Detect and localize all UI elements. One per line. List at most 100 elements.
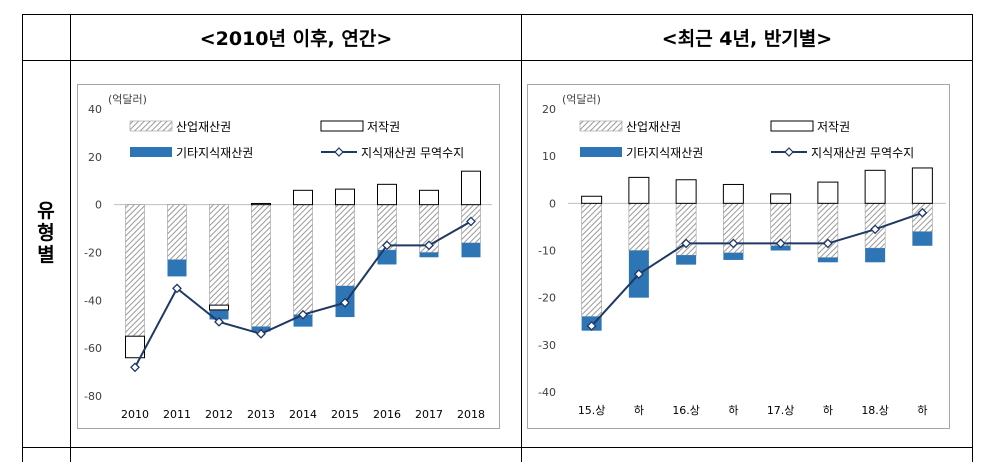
bar-copyright	[722, 183, 744, 204]
table-top-border	[22, 14, 973, 15]
y-tick-label: -10	[538, 245, 556, 258]
half-year-chart-frame: (억달러) -40 -30 -20 -10 0 10 20 15.상 하 16.상 하 17.상 하 18.…	[527, 84, 950, 429]
bar-industrial-property	[817, 203, 839, 258]
bar-copyright	[377, 183, 397, 206]
bar-industrial-property	[581, 203, 602, 317]
bar-copyright	[817, 181, 839, 204]
header-annual: <2010년 이후, 연간>	[199, 27, 393, 50]
bar-copyright	[770, 193, 792, 204]
legend-swatch-other-ip	[580, 147, 622, 157]
y-tick-label: -20	[84, 247, 102, 260]
legend-swatch-industrial	[129, 120, 173, 132]
x-tick-label: 하	[634, 403, 644, 417]
y-tick-label: -40	[538, 386, 556, 399]
half-year-chart: (억달러) -40 -30 -20 -10 0 10 20 15.상 하 16.상 하 17.상 하 18.…	[538, 93, 946, 417]
balance-point	[633, 269, 644, 280]
x-tick-label: 2011	[163, 408, 191, 421]
bar-other-ip	[419, 252, 439, 258]
x-tick-label: 2015	[331, 408, 359, 421]
bar-industrial-property	[125, 204, 145, 337]
x-tick-label: 2014	[289, 408, 317, 421]
bar-industrial-property	[167, 204, 187, 260]
balance-point	[382, 240, 392, 251]
balance-point	[256, 328, 266, 339]
x-tick-label: 하	[823, 403, 833, 417]
y-tick-label: 20	[88, 151, 102, 164]
annual-chart: (억달러) -80 -60 -40 -20 0 20 40 2010 2011 2012 2013 20…	[84, 93, 492, 421]
x-tick-label: 17.상	[767, 404, 795, 417]
y-tick-label: 0	[95, 199, 102, 212]
x-tick-label: 2018	[457, 408, 485, 421]
header-half-year: <최근 4년, 반기별>	[661, 27, 833, 50]
bar-other-ip	[461, 242, 481, 258]
unit-label: (억달러)	[108, 93, 147, 106]
middle-column-divider	[521, 14, 522, 462]
bar-industrial-property	[251, 204, 271, 327]
bar-copyright	[675, 179, 697, 204]
x-tick-label: 2016	[373, 408, 401, 421]
y-tick-label: 40	[88, 103, 102, 116]
x-tick-label: 하	[728, 403, 738, 417]
bar-copyright	[461, 170, 481, 206]
y-tick-label: 20	[542, 103, 556, 116]
balance-line	[590, 211, 923, 327]
balance-point	[172, 283, 182, 294]
balance-point	[586, 321, 597, 331]
bar-industrial-property	[628, 203, 650, 251]
balance-point	[917, 207, 928, 218]
bar-other-ip	[817, 257, 838, 263]
bar-copyright	[581, 195, 603, 204]
unit-label: (억달러)	[562, 93, 601, 106]
balance-point	[340, 297, 350, 308]
bar-other-ip	[723, 252, 744, 260]
balance-point	[728, 238, 739, 249]
bar-other-ip	[377, 250, 397, 265]
x-tick-label: 2010	[121, 408, 149, 421]
header-divider	[22, 60, 973, 61]
bar-copyright	[335, 188, 355, 206]
bar-other-ip	[912, 231, 933, 246]
table-right-border	[972, 14, 973, 462]
row-label-by-type: 유 형 별	[22, 200, 70, 266]
x-tick-label: 2012	[205, 408, 233, 421]
legend-label-copyright: 저작권	[367, 120, 400, 134]
legend-marker-balance	[334, 147, 344, 157]
row-label-char: 형	[37, 222, 55, 244]
table-left-border	[22, 14, 23, 462]
row-divider	[22, 447, 973, 448]
y-tick-label: -20	[538, 292, 556, 305]
balance-point	[130, 362, 140, 373]
bar-industrial-property	[293, 204, 313, 315]
bar-copyright	[293, 189, 313, 206]
bar-other-ip	[865, 248, 886, 263]
balance-point	[681, 238, 692, 249]
x-tick-label: 2017	[415, 408, 443, 421]
bar-copyright	[419, 189, 439, 206]
label-column-divider	[70, 14, 71, 462]
legend-swatch-industrial	[579, 120, 623, 132]
legend-label-balance: 지식재산권 무역수지	[811, 146, 914, 160]
bar-copyright	[628, 176, 650, 204]
legend-swatch-copyright	[320, 120, 364, 132]
legend-swatch-copyright	[770, 120, 814, 132]
y-tick-label: -80	[84, 390, 102, 403]
legend-label-other-ip: 기타지식재산권	[626, 146, 703, 160]
y-tick-label: -30	[538, 339, 556, 352]
bar-copyright	[864, 169, 886, 204]
bar-other-ip	[209, 307, 229, 320]
bar-other-ip	[293, 314, 313, 327]
legend-label-other-ip: 기타지식재산권	[176, 146, 253, 160]
x-tick-label: 15.상	[578, 404, 606, 417]
y-tick-label: 0	[549, 197, 556, 210]
legend-label-industrial: 산업재산권	[176, 120, 231, 134]
row-label-char: 별	[37, 244, 55, 266]
balance-point	[214, 316, 224, 327]
legend-label-copyright: 저작권	[817, 120, 850, 134]
x-tick-label: 하	[917, 403, 927, 417]
balance-point	[298, 309, 308, 320]
bar-industrial-property	[209, 204, 229, 308]
bar-copyright-negative	[125, 335, 145, 359]
bar-copyright	[251, 202, 271, 206]
balance-point	[822, 238, 833, 249]
